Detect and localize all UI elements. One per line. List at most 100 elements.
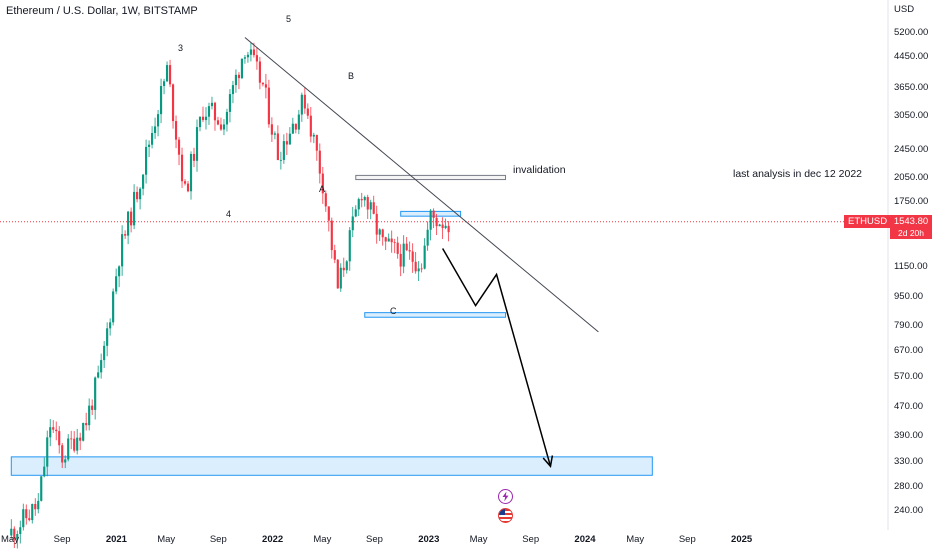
candle-body xyxy=(150,133,154,145)
bar-countdown: 2d 20h xyxy=(890,228,932,239)
candle-body xyxy=(142,174,145,189)
candle-body xyxy=(133,191,136,226)
candle-body xyxy=(70,438,73,440)
candle-body xyxy=(61,445,64,463)
candle-body xyxy=(16,534,19,540)
candle-body xyxy=(363,197,366,201)
candle-body xyxy=(444,225,447,229)
candle-body xyxy=(145,146,148,175)
candle-body xyxy=(303,94,306,109)
candle-body xyxy=(171,84,175,122)
wave-label-b: B xyxy=(348,71,355,81)
candle-body xyxy=(237,74,241,79)
candle-body xyxy=(64,459,67,463)
candle-body xyxy=(174,121,178,140)
candle-body xyxy=(369,202,372,210)
time-tick-label: May xyxy=(157,534,176,545)
last-price-label[interactable]: 1543.80 xyxy=(890,215,932,228)
trendline-resistance xyxy=(244,37,599,333)
candle-body xyxy=(85,423,88,426)
candle-body xyxy=(423,245,426,269)
candle-body xyxy=(28,518,31,521)
candle-body xyxy=(336,259,339,289)
candle-body xyxy=(438,224,441,227)
candle-body xyxy=(405,243,408,251)
price-tick-label: 1750.00 xyxy=(894,196,929,208)
candle-body xyxy=(384,237,387,242)
candle-body xyxy=(291,123,294,134)
candle-body xyxy=(147,144,151,147)
candle-body xyxy=(324,193,327,207)
time-tick-label: 2021 xyxy=(105,534,127,545)
candle-body xyxy=(88,405,91,426)
candle-body xyxy=(136,191,139,200)
price-tick-label: 2450.00 xyxy=(894,143,929,155)
candle-body xyxy=(342,267,345,271)
candle-body xyxy=(426,229,429,246)
candle-body xyxy=(390,238,393,243)
time-tick-label: Sep xyxy=(522,534,540,545)
candle-body xyxy=(396,242,399,254)
candle-body xyxy=(228,94,232,112)
time-tick-label: May xyxy=(469,534,488,545)
candle-body xyxy=(225,111,229,125)
price-tick-label: 3650.00 xyxy=(894,82,929,93)
candle-body xyxy=(243,57,247,59)
candle-body xyxy=(186,183,190,192)
candle-body xyxy=(279,159,282,161)
symbol-tag[interactable]: ETHUSD xyxy=(844,215,892,228)
projection-arrowhead xyxy=(542,455,554,468)
wave-label-c: C xyxy=(390,306,397,316)
time-tick-label: May xyxy=(1,534,19,545)
candle-body xyxy=(43,466,46,477)
candle-body xyxy=(411,251,414,262)
time-tick-label: May xyxy=(626,534,645,545)
candle-body xyxy=(288,133,291,145)
lightning-icon[interactable] xyxy=(498,489,513,504)
flag-canton xyxy=(499,509,505,515)
zone-target-2 xyxy=(10,456,653,476)
price-tick-label: 470.00 xyxy=(894,400,924,412)
candle-body xyxy=(118,266,121,277)
candle-body xyxy=(13,528,16,540)
candle-body xyxy=(204,116,208,121)
candle-body xyxy=(177,139,181,155)
candle-body xyxy=(189,153,193,192)
candle-body xyxy=(351,216,354,231)
candle-body xyxy=(258,61,261,83)
candle-body xyxy=(252,49,255,56)
candle-body xyxy=(300,94,303,115)
candle-body xyxy=(399,253,402,267)
candle-body xyxy=(357,199,360,210)
candle-body xyxy=(210,102,214,107)
candle-body xyxy=(231,85,235,95)
time-tick-label: 2024 xyxy=(574,534,596,545)
candle-body xyxy=(297,114,300,130)
price-tick-label: 790.00 xyxy=(894,319,924,331)
candle-body xyxy=(447,225,450,233)
candle-body xyxy=(219,124,223,130)
candle-body xyxy=(345,261,348,271)
candle-body xyxy=(103,345,106,361)
candle-body xyxy=(366,197,369,210)
candle-body xyxy=(168,65,172,85)
candle-body xyxy=(414,261,417,272)
candle-body xyxy=(58,431,61,446)
candle-body xyxy=(130,211,133,226)
candle-body xyxy=(261,82,264,85)
us-flag-icon[interactable] xyxy=(498,508,513,523)
candle-body xyxy=(124,234,127,236)
candle-body xyxy=(127,211,130,236)
candle-body xyxy=(25,509,28,519)
time-tick-label: Sep xyxy=(53,534,71,545)
candle-body xyxy=(246,54,250,58)
candle-body xyxy=(82,423,85,441)
candle-body xyxy=(115,276,118,292)
candle-body xyxy=(420,268,423,270)
candle-body xyxy=(249,49,253,55)
candle-body xyxy=(22,509,25,528)
candle-body xyxy=(192,153,196,161)
chart-title: Ethereum / U.S. Dollar, 1W, BITSTAMP xyxy=(6,5,198,17)
candle-body xyxy=(49,427,52,438)
